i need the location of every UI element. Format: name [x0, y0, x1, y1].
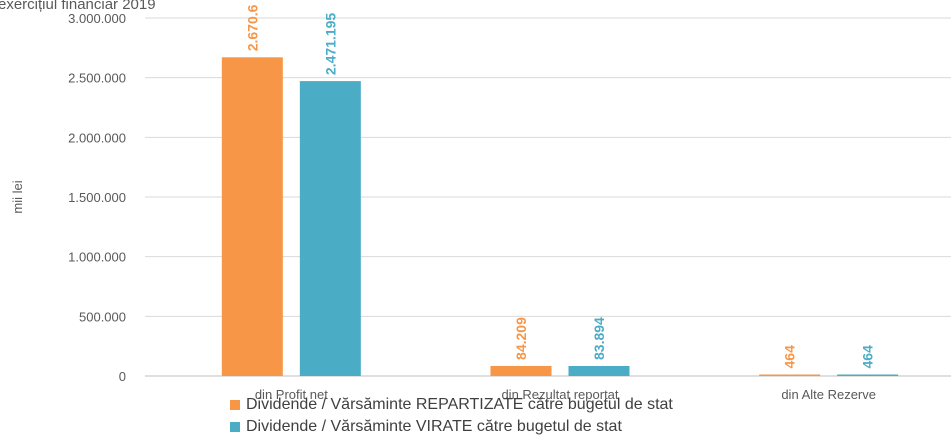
data-label: 84.209 [513, 317, 529, 360]
y-tick-label: 0 [119, 369, 126, 384]
chart-title: exercițiul financiar 2019 [0, 0, 156, 13]
y-tick-label: 500.000 [79, 309, 126, 324]
y-axis-ticks: 0 500.000 1.000.000 1.500.000 2.000.000 2.500… [68, 11, 126, 384]
legend-item-virate[interactable]: Dividende / Vărsăminte VIRATE către buge… [230, 416, 673, 438]
y-tick-label: 3.000.000 [68, 11, 126, 26]
x-category-label: din Alte Rezerve [781, 387, 876, 402]
x-category-label: din Profit net [255, 387, 328, 402]
y-tick-label: 2.500.000 [68, 71, 126, 86]
legend-swatch-virate [230, 422, 240, 432]
bar[interactable] [221, 57, 283, 376]
y-tick-label: 1.000.000 [68, 250, 126, 265]
legend: Dividende / Vărsăminte REPARTIZATE către… [230, 394, 673, 438]
data-label: 2.471.195 [322, 13, 338, 75]
data-label: 464 [860, 345, 876, 369]
data-label: 2.670.6 [244, 4, 260, 51]
bar[interactable] [759, 374, 821, 377]
category-labels: din Profit net din Rezultat reportat din A… [255, 387, 876, 402]
bar[interactable] [299, 81, 361, 376]
legend-label-repartizate: Dividende / Vărsăminte REPARTIZATE către… [246, 396, 673, 413]
data-labels: 2.670.6 2.471.195 84.209 83.894 464 464 [244, 4, 875, 368]
bar[interactable] [490, 365, 552, 376]
legend-swatch-repartizate [230, 400, 240, 410]
bar[interactable] [568, 365, 630, 376]
bar[interactable] [837, 374, 899, 377]
legend-label-virate: Dividende / Vărsăminte VIRATE către buge… [246, 418, 622, 435]
y-tick-label: 1.500.000 [68, 190, 126, 205]
data-label: 83.894 [591, 317, 607, 360]
data-label: 464 [782, 345, 798, 369]
bars [221, 57, 899, 377]
y-tick-label: 2.000.000 [68, 130, 126, 145]
x-category-label: din Rezultat reportat [501, 387, 618, 402]
y-axis-label: mii lei [10, 180, 25, 213]
legend-item-repartizate[interactable]: Dividende / Vărsăminte REPARTIZATE către… [230, 394, 673, 416]
